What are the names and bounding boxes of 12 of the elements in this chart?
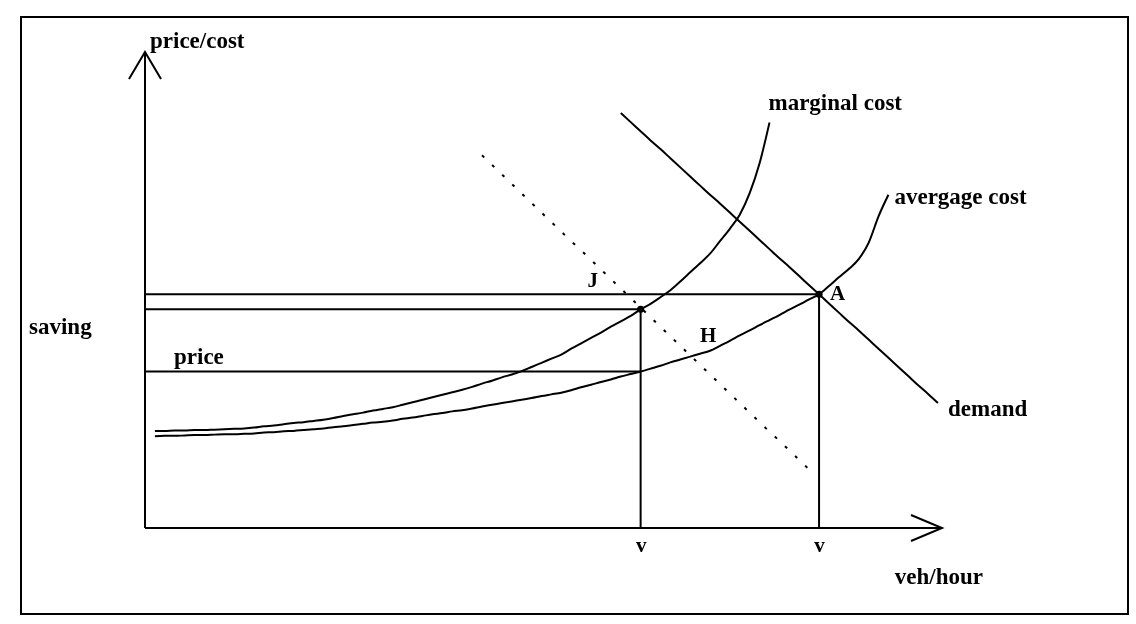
- x-axis-title: veh/hour: [894, 564, 983, 589]
- x-tick-label: v: [635, 532, 647, 557]
- annotation: H: [700, 323, 717, 347]
- series-label: demand: [948, 396, 1028, 422]
- annotation: J: [587, 268, 598, 292]
- series-label: avergage cost: [894, 183, 1027, 209]
- x-tick-label: v: [814, 532, 826, 557]
- y-axis-title: price/cost: [150, 28, 245, 53]
- text: saving: [29, 314, 93, 339]
- series-label: marginal cost: [768, 89, 903, 115]
- series-label: price: [174, 343, 224, 369]
- annotation: A: [830, 281, 846, 305]
